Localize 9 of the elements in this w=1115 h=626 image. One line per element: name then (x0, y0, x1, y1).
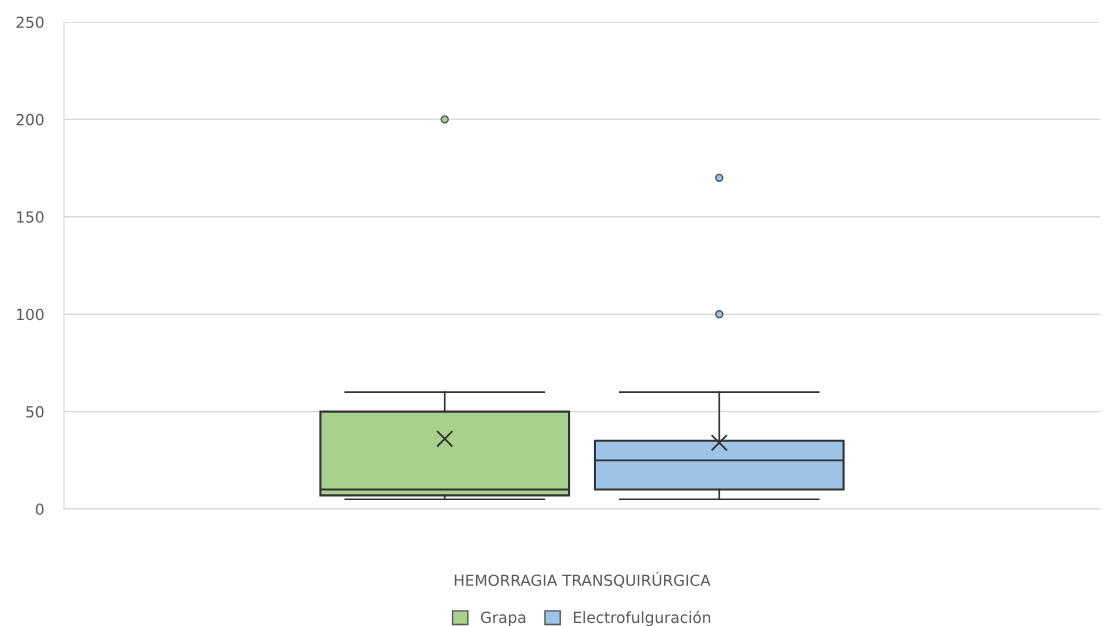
y-tick-label: 250 (16, 16, 44, 29)
y-tick-label: 150 (17, 211, 44, 223)
y-tick-label: 0 (35, 503, 44, 516)
legend-label: Grapa (480, 611, 526, 626)
y-tick-label: 50 (26, 406, 44, 418)
y-tick-label: 100 (17, 308, 44, 321)
legend-label: Electrofulguración (573, 610, 711, 626)
y-tick-label: 200 (16, 113, 44, 126)
x-axis-title: HEMORRAGIA TRANSQUIRÚRGICA (454, 571, 711, 588)
